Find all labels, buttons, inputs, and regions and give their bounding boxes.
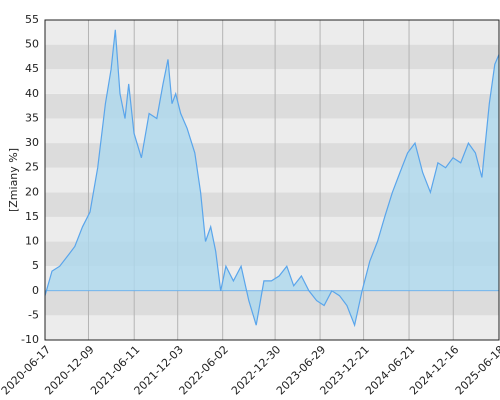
y-axis-label: [Zmiany %]: [7, 148, 20, 212]
y-tick-label: 10: [25, 235, 39, 248]
y-tick-label: -5: [28, 308, 39, 321]
y-tick-label: 30: [25, 136, 39, 149]
y-tick-label: 0: [32, 284, 39, 297]
area: [45, 29, 499, 326]
y-tick-label: 55: [25, 13, 39, 26]
y-tick-label: 50: [25, 38, 39, 51]
grid-band: [45, 69, 499, 94]
y-tick-label: 25: [25, 161, 39, 174]
y-tick-label: 15: [25, 210, 39, 223]
grid-band: [45, 44, 499, 70]
plot-frame: [44, 19, 500, 341]
grid-band: [45, 315, 499, 340]
grid-band: [45, 290, 499, 316]
y-tick-label: 45: [25, 62, 39, 75]
grid-band: [45, 20, 499, 45]
line: [44, 29, 500, 328]
y-tick-label: 40: [25, 87, 39, 100]
y-tick-label: -10: [21, 333, 39, 346]
y-tick-label: 35: [25, 111, 39, 124]
y-tick-label: 20: [25, 185, 39, 198]
y-tick-label: 5: [32, 259, 39, 272]
